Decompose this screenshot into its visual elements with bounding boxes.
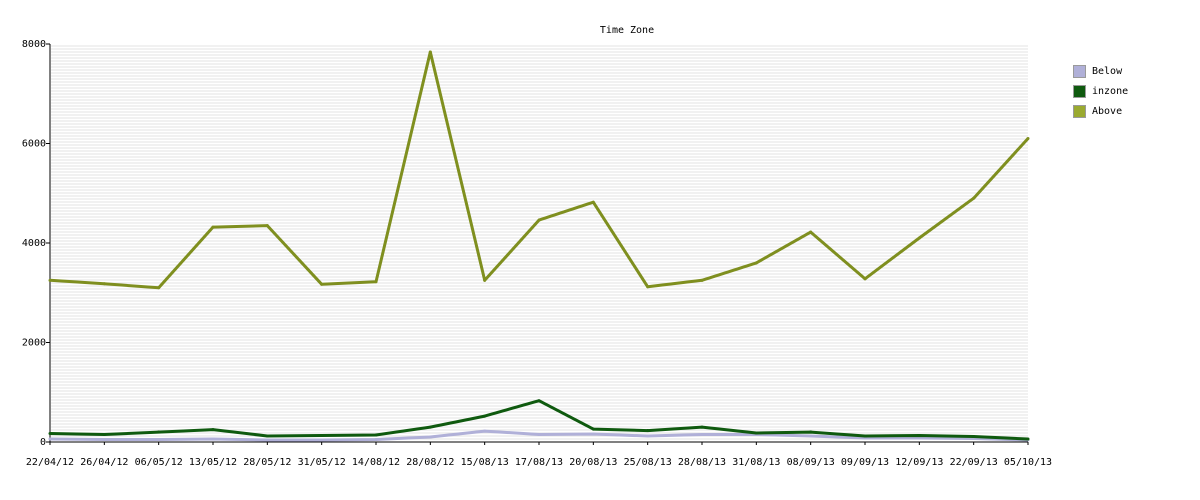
x-tick-label: 13/05/12 [189,457,237,468]
data-point-above [537,218,541,222]
data-point-below [483,429,487,433]
data-point-above [374,280,378,284]
data-point-below [157,438,161,442]
x-tick-label: 22/04/12 [26,457,74,468]
x-tick-label: 20/08/13 [569,457,617,468]
legend-swatch-above [1073,104,1086,118]
data-point-above [1026,137,1030,141]
data-point-below [809,434,813,438]
x-tick-label: 28/05/12 [243,457,291,468]
data-point-inzone [374,433,378,437]
data-point-inzone [211,428,215,432]
data-point-inzone [917,434,921,438]
legend-item-above: Above [1073,101,1128,121]
data-point-above [972,196,976,200]
data-point-below [48,437,52,441]
gridlines [51,45,1028,440]
y-tick-label: 8000 [22,39,46,50]
data-point-above [591,200,595,204]
x-tick-label: 08/09/13 [787,457,835,468]
data-point-above [863,277,867,281]
legend-item-below: Below [1073,61,1128,81]
chart-title: Time Zone [600,25,654,36]
data-point-above [646,285,650,289]
data-point-below [591,432,595,436]
x-tick-label: 09/09/13 [841,457,889,468]
data-point-above [102,282,106,286]
data-point-below [537,433,541,437]
y-tick-label: 4000 [22,238,46,249]
x-tick-label: 25/08/13 [624,457,672,468]
y-axis-ticks: 0 2000 4000 6000 8000 [22,39,50,448]
data-point-inzone [48,432,52,436]
data-point-inzone [591,427,595,431]
data-point-above [483,278,487,282]
x-tick-label: 17/08/13 [515,457,563,468]
data-point-inzone [428,425,432,429]
data-point-above [754,261,758,265]
data-point-inzone [809,430,813,434]
x-tick-label: 31/05/12 [298,457,346,468]
data-point-inzone [265,434,269,438]
data-point-above [809,230,813,234]
data-point-inzone [646,429,650,433]
y-tick-label: 0 [40,437,46,448]
data-point-above [428,50,432,54]
x-axis-ticks: 22/04/12 26/04/12 06/05/12 13/05/12 28/05/12… [26,442,1052,468]
data-point-inzone [700,425,704,429]
x-tick-label: 15/08/13 [461,457,509,468]
legend-item-inzone: inzone [1073,81,1128,101]
data-point-below [646,434,650,438]
data-point-inzone [863,434,867,438]
legend-swatch-inzone [1073,84,1086,98]
data-point-inzone [320,434,324,438]
data-point-above [265,224,269,228]
data-point-below [102,438,106,442]
data-point-inzone [537,399,541,403]
data-point-inzone [1026,437,1030,441]
legend-swatch-below [1073,64,1086,78]
data-point-below [917,436,921,440]
data-point-below [700,433,704,437]
x-tick-label: 06/05/12 [135,457,183,468]
data-point-above [917,236,921,240]
y-tick-label: 6000 [22,139,46,150]
data-point-inzone [483,414,487,418]
y-tick-label: 2000 [22,338,46,349]
data-point-below [428,435,432,439]
data-point-above [211,225,215,229]
data-point-below [265,438,269,442]
data-point-above [157,286,161,290]
x-tick-label: 12/09/13 [895,457,943,468]
data-point-below [211,437,215,441]
data-point-below [374,438,378,442]
legend: Below inzone Above [1073,61,1128,121]
data-point-above [700,278,704,282]
legend-label-above: Above [1092,105,1123,117]
x-tick-label: 14/08/12 [352,457,400,468]
data-point-inzone [972,435,976,439]
data-point-below [320,438,324,442]
x-tick-label: 31/08/13 [732,457,780,468]
legend-label-below: Below [1092,65,1123,77]
data-point-inzone [102,433,106,437]
series-lines [48,50,1030,442]
x-tick-label: 05/10/13 [1004,457,1052,468]
data-point-inzone [157,430,161,434]
x-tick-label: 22/09/13 [950,457,998,468]
x-tick-label: 28/08/12 [406,457,454,468]
legend-label-inzone: inzone [1092,85,1129,97]
data-point-inzone [754,431,758,435]
x-tick-label: 28/08/13 [678,457,726,468]
x-tick-label: 26/04/12 [80,457,128,468]
data-point-above [320,282,324,286]
data-point-above [48,278,52,282]
